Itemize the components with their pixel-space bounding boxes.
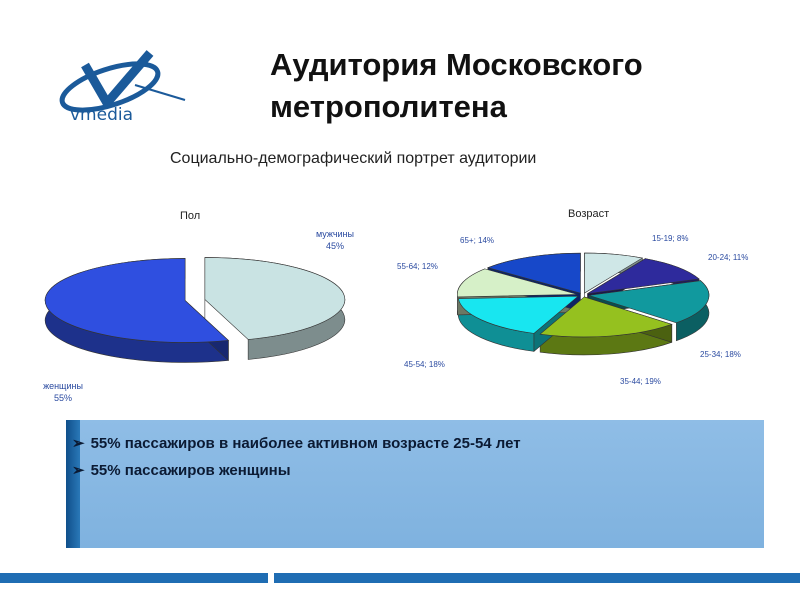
age-slice-65+ (487, 252, 581, 294)
age-slice-15-19 (584, 252, 644, 294)
bullet-text-2: 55% пассажиров женщины (90, 462, 291, 479)
summary-panel (66, 420, 764, 548)
title-line-2: метрополитена (270, 89, 507, 124)
age-slice-20-24 (587, 258, 700, 294)
age-slice-25-34 (588, 280, 710, 324)
bullet-item-2: ➢ 55% пассажиров женщины (72, 461, 291, 479)
gender-slice-женщины (44, 258, 230, 343)
gender-label-men-name: мужчины (316, 229, 354, 239)
vmedia-logo (59, 50, 186, 113)
footer-bar-right (274, 573, 800, 583)
age-label-35-44: 35-44; 19% (620, 377, 661, 386)
age-label-25-34: 25-34; 18% (700, 350, 741, 359)
arrow-bullet-icon: ➢ (72, 435, 85, 452)
gender-label-women-pct: 55% (53, 393, 72, 403)
gender-pie (44, 257, 346, 363)
age-slice-45-54 (458, 295, 579, 334)
age-label-45-54: 45-54; 18% (404, 360, 445, 369)
age-pie (457, 252, 710, 356)
bullet-item-1: ➢ 55% пассажиров в наиболее активном возр… (72, 434, 521, 452)
gender-chart-title: Пол (180, 210, 201, 222)
page-title: Аудитория Московского метрополитена (270, 44, 643, 128)
gender-slice-мужчины (204, 257, 346, 340)
logo-text: vmedia (70, 105, 134, 125)
age-slice-55-64 (457, 268, 578, 298)
age-chart-title: Возраст (568, 208, 610, 220)
gender-label-men: мужчины 45% (300, 228, 370, 252)
bullet-text-1: 55% пассажиров в наиболее активном возра… (90, 435, 521, 452)
footer-bar-left (0, 573, 268, 583)
gender-label-men-pct: 45% (325, 241, 344, 251)
age-label-15-19: 15-19; 8% (652, 234, 689, 243)
footer-divider (268, 573, 274, 583)
age-label-20-24: 20-24; 11% (708, 253, 749, 262)
age-label-65plus: 65+; 14% (460, 236, 495, 245)
summary-panel-strip (66, 420, 80, 548)
title-line-1: Аудитория Московского (270, 47, 643, 82)
subtitle: Социально-демографический портрет аудито… (170, 150, 537, 167)
arrow-bullet-icon: ➢ (72, 462, 85, 479)
gender-label-women: женщины 55% (28, 380, 98, 404)
age-label-55-64: 55-64; 12% (397, 262, 438, 271)
gender-label-women-name: женщины (43, 381, 83, 391)
age-slice-35-44 (539, 296, 673, 338)
